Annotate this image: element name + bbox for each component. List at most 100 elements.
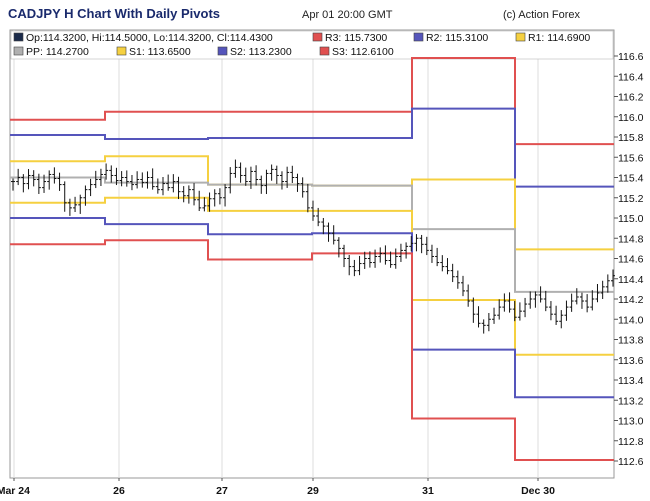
legend-item-s3: S3: 112.6100 bbox=[319, 46, 394, 58]
price-bar bbox=[424, 236, 429, 256]
price-bar bbox=[52, 167, 57, 184]
pivot-line-r2 bbox=[10, 107, 614, 188]
price-bar bbox=[238, 162, 243, 183]
legend-item-r1: R1: 114.6900 bbox=[515, 32, 590, 44]
y-tick-label: 114.6 bbox=[618, 254, 644, 266]
price-bar bbox=[264, 169, 269, 195]
price-bar bbox=[352, 259, 357, 277]
price-bar bbox=[119, 171, 124, 187]
legend-item-pp: PP: 114.2700 bbox=[13, 46, 89, 58]
price-bar bbox=[471, 297, 476, 323]
legend-label: S3: 112.6100 bbox=[332, 46, 394, 58]
price-bar bbox=[109, 165, 114, 183]
price-bar bbox=[440, 255, 445, 272]
price-bar bbox=[409, 236, 414, 252]
price-bar bbox=[321, 217, 326, 235]
price-bar bbox=[228, 167, 233, 194]
legend-label: Op:114.3200, Hi:114.5000, Lo:114.3200, C… bbox=[26, 32, 273, 44]
pivot-line-pp bbox=[10, 176, 614, 293]
price-bar bbox=[517, 302, 522, 321]
price-bar bbox=[398, 243, 403, 262]
y-tick-label: 116.0 bbox=[618, 112, 644, 124]
price-bar bbox=[373, 249, 378, 268]
price-bar bbox=[497, 299, 502, 320]
price-bar bbox=[331, 225, 336, 245]
price-bar bbox=[554, 305, 559, 325]
price-bar bbox=[233, 159, 238, 178]
price-bar bbox=[357, 255, 362, 276]
price-bar bbox=[42, 174, 47, 193]
price-bar bbox=[574, 288, 579, 305]
price-bar bbox=[311, 200, 315, 221]
price-bar bbox=[466, 284, 471, 307]
price-bar bbox=[336, 237, 341, 258]
y-tick-label: 115.4 bbox=[618, 173, 644, 185]
price-bar bbox=[559, 310, 564, 329]
price-bar bbox=[590, 290, 595, 311]
legend-item-s1: S1: 113.6500 bbox=[116, 46, 191, 58]
price-bar bbox=[269, 164, 274, 181]
y-tick-label: 112.6 bbox=[618, 456, 644, 468]
copyright-text: (c) Action Forex bbox=[503, 9, 581, 21]
y-tick-label: 113.2 bbox=[618, 395, 644, 407]
price-bar bbox=[223, 184, 228, 207]
price-bar bbox=[176, 176, 181, 200]
y-tick-label: 115.0 bbox=[618, 213, 644, 225]
price-bar bbox=[279, 171, 284, 190]
price-bar bbox=[393, 248, 398, 269]
legend-swatch bbox=[515, 32, 526, 42]
price-bar bbox=[461, 275, 465, 297]
price-bar bbox=[114, 167, 119, 186]
price-bar bbox=[26, 169, 31, 190]
y-tick-label: 113.8 bbox=[618, 335, 644, 347]
price-bar bbox=[290, 165, 295, 183]
price-bar bbox=[605, 274, 610, 293]
price-bar bbox=[579, 292, 584, 309]
price-bar bbox=[140, 172, 145, 188]
price-bar bbox=[21, 174, 26, 193]
legend-label: R3: 115.7300 bbox=[325, 32, 387, 44]
price-bar bbox=[186, 185, 191, 204]
price-bar bbox=[450, 263, 455, 283]
price-bar bbox=[342, 244, 347, 268]
chart-date: Apr 01 20:00 GMT bbox=[302, 9, 393, 21]
y-tick-label: 114.2 bbox=[618, 294, 644, 306]
legend-swatch bbox=[319, 46, 330, 56]
x-axis: Mar 24 26 27 29 31 Dec 30 bbox=[0, 478, 555, 497]
price-bar bbox=[404, 242, 409, 259]
x-tick-label: 27 bbox=[216, 485, 228, 497]
price-bar bbox=[166, 174, 171, 191]
price-bar bbox=[507, 292, 512, 313]
price-bar bbox=[326, 222, 331, 242]
price-bar bbox=[300, 177, 305, 198]
price-bar bbox=[528, 291, 533, 309]
price-bar bbox=[62, 181, 67, 212]
price-bar bbox=[150, 168, 155, 190]
price-bar bbox=[161, 177, 165, 196]
price-bar bbox=[305, 183, 310, 213]
price-bar bbox=[181, 186, 186, 203]
price-bar bbox=[192, 183, 197, 206]
price-bar bbox=[248, 166, 253, 189]
y-tick-label: 116.6 bbox=[618, 51, 644, 63]
price-bar bbox=[564, 300, 569, 321]
y-tick-label: 115.8 bbox=[618, 132, 644, 144]
price-bar bbox=[523, 297, 528, 318]
y-tick-label: 116.2 bbox=[618, 92, 644, 104]
price-bar bbox=[243, 167, 248, 186]
price-bar bbox=[538, 286, 543, 303]
price-bar bbox=[47, 170, 52, 190]
price-bar bbox=[595, 284, 600, 303]
legend-swatch bbox=[217, 46, 228, 56]
price-bar bbox=[367, 251, 372, 268]
x-tick-label: 31 bbox=[422, 485, 434, 497]
x-tick-label: 29 bbox=[307, 485, 319, 497]
price-bar bbox=[57, 172, 62, 191]
y-tick-label: 115.6 bbox=[618, 152, 644, 164]
price-bar bbox=[124, 170, 129, 187]
price-bar bbox=[104, 163, 109, 180]
price-bar bbox=[347, 254, 352, 276]
price-bar bbox=[543, 290, 548, 312]
price-bar bbox=[414, 234, 419, 252]
